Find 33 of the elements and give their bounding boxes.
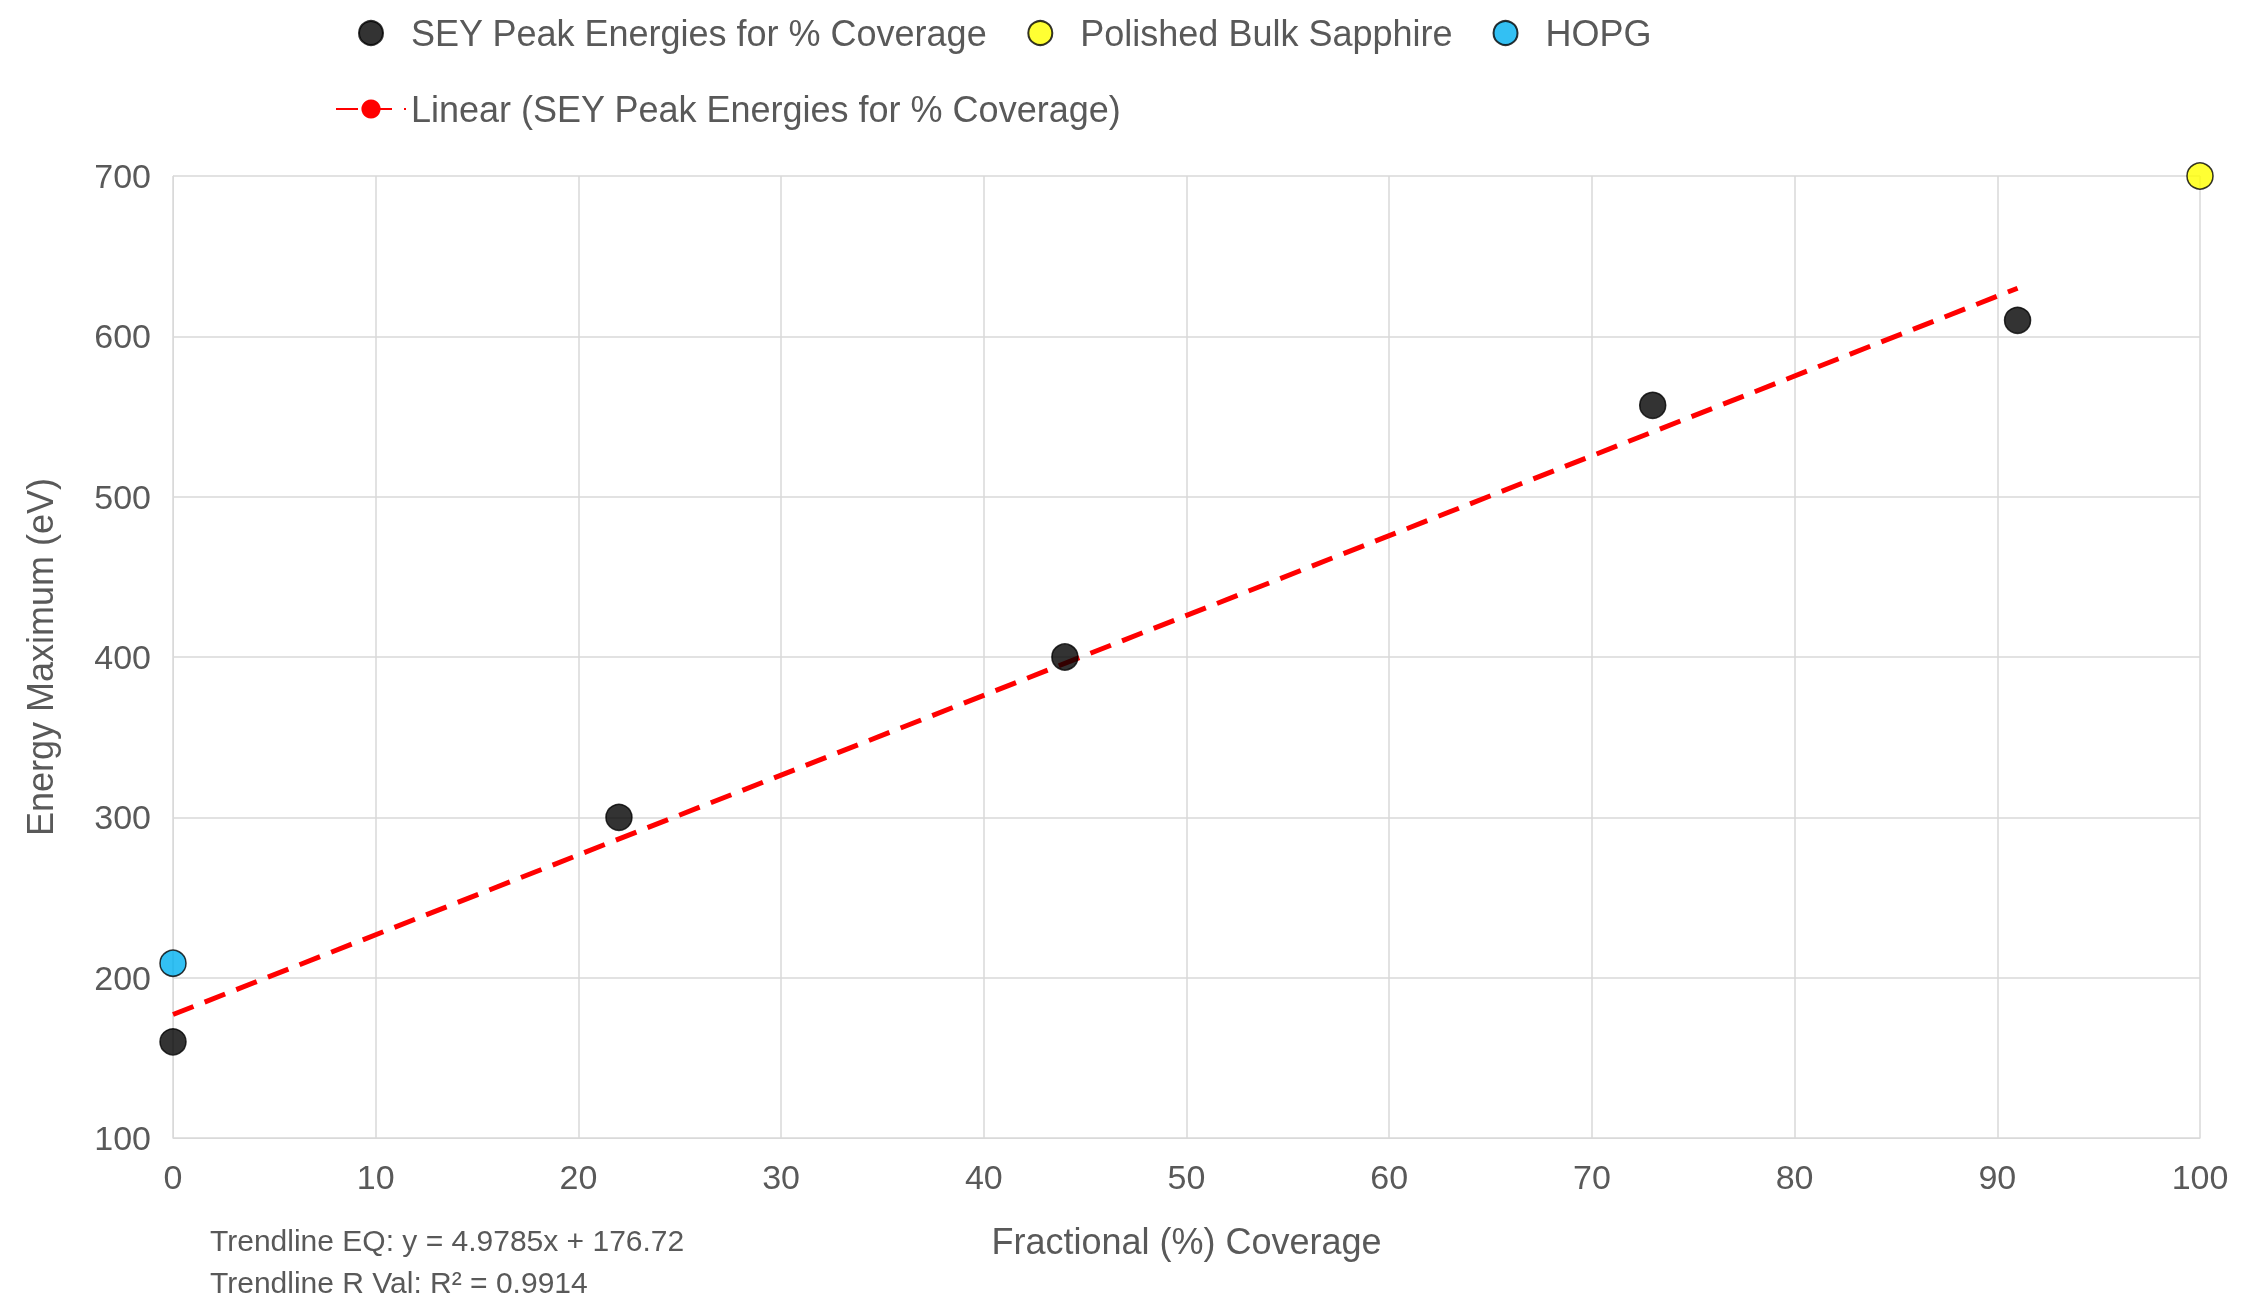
y-tick-label: 600 (94, 317, 151, 356)
y-axis-title: Energy Maximum (eV) (19, 477, 61, 837)
x-tick-label: 80 (1775, 1158, 1814, 1196)
x-tick-label: 0 (163, 1158, 183, 1196)
y-tick-label: 400 (94, 638, 151, 676)
legend-label: Polished Bulk Sapphire (1080, 12, 1453, 54)
text: Trendline R Val: R² = 0.9914 (210, 1265, 588, 1299)
point (1638, 391, 1667, 420)
x-tick-label: 50 (1167, 1158, 1206, 1196)
point (159, 949, 187, 977)
y-tick-label: 200 (94, 958, 151, 997)
y-tick-label: 100 (94, 1119, 151, 1157)
y-tick-label: 300 (94, 798, 151, 837)
x-tick-label: 20 (559, 1158, 598, 1196)
point (159, 1028, 187, 1056)
x-tick-label: 90 (1978, 1158, 2017, 1196)
point (1051, 643, 1079, 671)
legend-label: Linear (SEY Peak Energies for % Coverage) (411, 88, 1121, 130)
x-tick-label: 10 (356, 1158, 395, 1196)
x-tick-label: 70 (1572, 1158, 1611, 1196)
x-tick-label: 40 (964, 1158, 1003, 1196)
x-tick-label: 60 (1370, 1158, 1409, 1196)
y-tick-label: 500 (94, 477, 151, 516)
point (605, 803, 633, 832)
legend-label: HOPG (1545, 12, 1652, 54)
x-tick-label: 30 (762, 1158, 801, 1196)
legend-label: SEY Peak Energies for % Coverage (411, 12, 987, 54)
y-tick-label: 700 (94, 157, 151, 195)
x-tick-label: 100 (2171, 1158, 2229, 1196)
text: Trendline EQ: y = 4.9785x + 176.72 (210, 1223, 685, 1257)
point (2186, 162, 2214, 190)
x-axis-title: Fractional (%) Coverage (991, 1220, 1382, 1262)
point (2003, 306, 2032, 335)
